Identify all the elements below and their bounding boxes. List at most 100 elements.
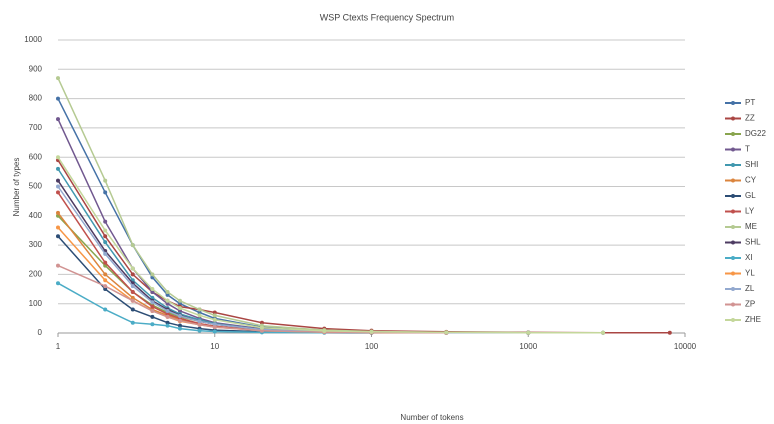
point [165,298,170,303]
point [150,272,155,277]
point [197,313,202,318]
point [56,76,60,81]
legend-marker [731,240,735,245]
point [56,225,60,230]
point [165,314,170,319]
series-line [57,156,603,334]
legend-label: XI [745,253,753,262]
point [130,289,135,294]
legend-label: T [745,145,750,154]
legend-label: LY [745,207,755,216]
y-tick-label: 1000 [24,35,42,44]
legend-label: CY [745,176,757,185]
legend-marker [731,147,735,152]
y-tick-label: 800 [29,94,43,103]
point [56,281,60,286]
point [103,307,108,312]
legend-label: GL [745,191,756,200]
legend-label: ZHE [745,315,761,324]
series-line [57,227,447,334]
point [526,330,531,335]
legend-label: SHL [745,238,761,247]
point [103,272,108,277]
y-tick-label: 700 [29,123,43,132]
point [212,310,217,315]
y-tick-label: 0 [38,328,43,337]
point [56,96,60,101]
point [56,117,60,122]
point [212,322,217,327]
chart-title: WSP Ctexts Frequency Spectrum [320,12,454,22]
point [150,289,155,294]
y-tick-label: 200 [29,270,43,279]
point [56,234,60,239]
x-tick-label: 1 [56,342,61,351]
point [103,260,108,265]
legend-marker [731,287,735,291]
series-line [57,77,603,334]
point [150,287,155,292]
point [369,329,374,334]
point [150,314,155,319]
point [130,307,135,312]
point [103,178,108,183]
legend-marker [731,209,735,214]
point [56,166,60,171]
series-line [57,118,529,334]
series-line [57,282,325,334]
point [56,178,60,183]
point [130,266,135,271]
legend-marker [731,318,735,322]
series-line [57,159,670,334]
x-axis-label: Number of tokens [400,413,463,422]
legend-marker [731,194,735,198]
legend-marker [731,271,735,276]
point [165,292,170,297]
point [212,329,217,334]
point [165,320,170,325]
point [165,323,170,328]
point [150,322,155,327]
point [177,318,182,323]
point [259,328,264,333]
point [165,309,170,314]
point [667,330,672,335]
point [103,284,108,289]
legend-marker [731,101,735,105]
point [56,155,60,160]
x-tick-label: 1000 [519,342,537,351]
legend-label: PT [745,98,755,107]
legend-label: ZP [745,300,755,309]
point [601,330,606,335]
y-tick-label: 900 [29,64,43,73]
point [103,234,108,239]
series-line [57,168,529,334]
series-line [57,180,529,334]
series-line [57,264,447,334]
point [197,322,202,327]
legend-label: YL [745,269,755,278]
point [103,278,108,283]
point [56,184,60,189]
point [130,298,135,303]
point [177,323,182,328]
point [177,301,182,306]
legend-label: SHI [745,160,758,169]
point [177,309,182,314]
point [259,325,264,330]
point [322,328,327,333]
legend-marker [731,163,735,167]
point [103,287,108,292]
legend-marker [731,116,735,121]
point [130,284,135,289]
series-line [57,186,603,334]
point [103,240,108,245]
point [56,190,60,195]
point [56,263,60,268]
legend-marker [731,178,735,183]
point [212,325,217,330]
point [103,228,108,233]
point [259,320,264,325]
point [165,289,170,294]
